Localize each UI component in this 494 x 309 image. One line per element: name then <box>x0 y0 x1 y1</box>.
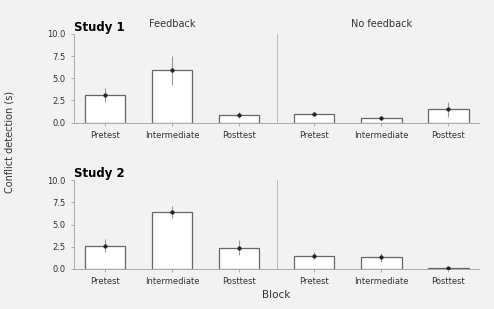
Text: Conflict detection (s): Conflict detection (s) <box>5 91 15 193</box>
Text: Study 2: Study 2 <box>74 167 124 180</box>
Text: Study 1: Study 1 <box>74 21 124 34</box>
Bar <box>294 114 334 123</box>
Bar <box>361 257 402 269</box>
Bar <box>84 246 125 269</box>
Bar <box>152 212 192 269</box>
Bar <box>361 118 402 123</box>
Bar <box>219 115 259 123</box>
Text: Feedback: Feedback <box>149 19 195 29</box>
Bar <box>152 70 192 123</box>
X-axis label: Block: Block <box>262 290 291 300</box>
Text: No feedback: No feedback <box>351 19 412 29</box>
Bar <box>84 95 125 123</box>
Bar <box>428 109 469 123</box>
Bar <box>294 256 334 269</box>
Bar <box>219 248 259 269</box>
